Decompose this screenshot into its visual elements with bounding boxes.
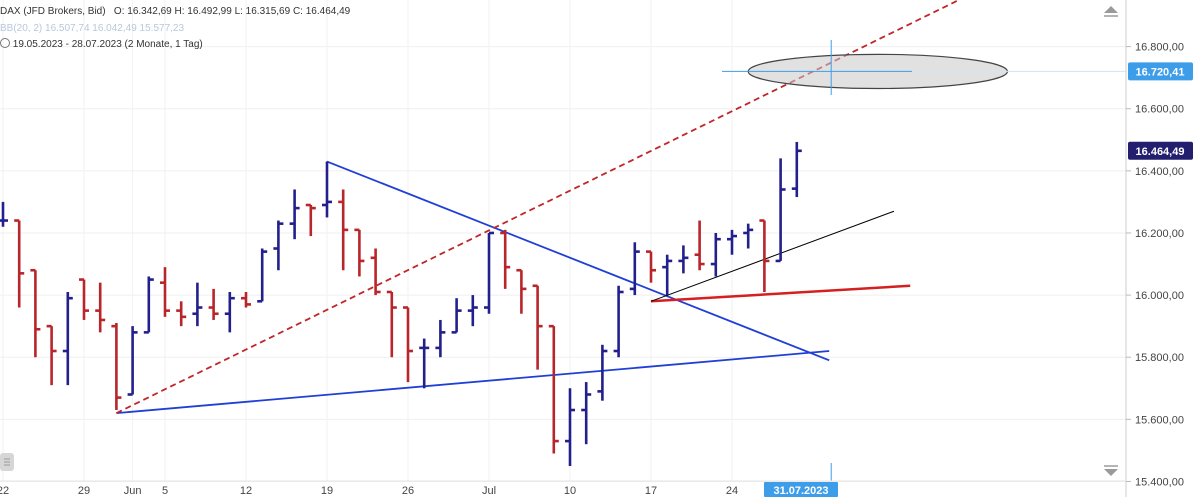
y-axis: 15.400,00 15.600,00 15.800,00 16.000,00 16.2…	[1126, 42, 1184, 488]
ohlc-bar	[257, 248, 268, 303]
ohlc-bar	[95, 282, 106, 333]
ohlc-bar	[0, 201, 8, 227]
y-tick-label: 16.600,00	[1135, 104, 1184, 116]
ohlc-bar	[241, 291, 251, 308]
ohlc-bar	[224, 291, 235, 333]
y-tick-label: 15.800,00	[1135, 352, 1184, 364]
y-tick-label: 15.400,00	[1135, 476, 1184, 488]
clock-icon	[0, 38, 10, 48]
date-tag-text: 31.07.2023	[773, 485, 828, 497]
date-range: 19.05.2023 - 28.07.2023 (2 Monate, 1 Tag…	[0, 38, 203, 52]
y-tick-label: 16.000,00	[1135, 290, 1184, 302]
ohlc-bar	[646, 250, 656, 283]
ohlc-bar	[176, 301, 187, 327]
ohlc-bar	[516, 268, 527, 314]
ohlc-bar	[419, 338, 430, 389]
crosshair-price-text: 16.720,41	[1136, 66, 1185, 78]
ohlc-bar	[743, 223, 754, 249]
x-tick-label: 24	[726, 485, 738, 497]
ohlc-bar	[273, 220, 284, 271]
grid	[0, 0, 1126, 482]
ohlc-bar	[629, 242, 640, 296]
last-price-tag: 16.464,49	[1128, 141, 1193, 160]
symbol-label: DAX (JFD Brokers, Bid)	[0, 6, 106, 17]
ohlc-bar	[192, 282, 203, 327]
ohlc-bar	[727, 229, 737, 255]
ohlc-bar	[370, 248, 381, 296]
crosshair-price-tag: 16.720,41	[1128, 62, 1193, 81]
x-tick-label: 22	[0, 485, 9, 497]
ohlc-bar	[46, 324, 57, 386]
x-tick-label: 10	[564, 485, 576, 497]
triangle-down-icon[interactable]	[1100, 462, 1122, 478]
last-price-text: 16.464,49	[1136, 146, 1185, 158]
ohlc-bar	[710, 232, 721, 277]
ohlc-bar	[208, 288, 219, 320]
ohlc-bar	[759, 219, 770, 292]
ohlc-bar	[678, 245, 689, 274]
ohlc-bar	[662, 254, 673, 296]
ohlc-values: O: 16.342,69 H: 16.492,99 L: 16.315,69 C…	[113, 6, 351, 17]
ohlc-bar	[305, 203, 316, 237]
x-tick-label: 5	[162, 485, 168, 497]
ohlc-bar	[354, 228, 365, 277]
ohlc-bar	[322, 161, 332, 218]
ohlc-bar	[565, 388, 575, 466]
trendline-lower-rising[interactable]	[116, 350, 830, 415]
ohlc-bar	[30, 268, 41, 358]
ohlc-bar	[435, 319, 446, 358]
ohlc-bar	[62, 291, 73, 386]
y-tick-label: 16.800,00	[1135, 42, 1184, 54]
ohlc-bar	[694, 220, 705, 271]
x-tick-label: 17	[645, 485, 657, 497]
ohlc-bars	[0, 141, 802, 466]
ohlc-bar	[14, 219, 25, 308]
ohlc-bar	[79, 278, 89, 320]
x-tick-label: 29	[78, 485, 90, 497]
ohlc-bar	[143, 276, 154, 334]
bollinger-legend: BB(20, 2) 16.507,74 16.042,49 15.577,23	[0, 22, 184, 36]
date-range-text: 19.05.2023 - 28.07.2023 (2 Monate, 1 Tag…	[12, 39, 203, 50]
bb-values: BB(20, 2) 16.507,74 16.042,49 15.577,23	[0, 23, 185, 34]
ohlc-bar	[467, 295, 478, 327]
ohlc-bar	[451, 298, 462, 334]
ohlc-bar	[160, 267, 170, 317]
ohlc-bar	[111, 323, 122, 411]
ohlc-bar	[791, 141, 802, 198]
ohlc-bar	[127, 326, 138, 396]
trendline-upper-falling[interactable]	[326, 160, 830, 362]
crosshair-overlay	[722, 40, 1126, 481]
trendline-red-support[interactable]	[650, 284, 911, 303]
ohlc-bar	[548, 324, 559, 454]
ohlc-bar	[775, 158, 786, 263]
y-tick-label: 15.600,00	[1135, 414, 1184, 426]
ohlc-bar	[597, 344, 608, 401]
ohlc-bar	[338, 189, 349, 271]
triangle-up-icon[interactable]	[1100, 4, 1122, 20]
date-tag: 31.07.2023	[764, 482, 838, 497]
y-tick-label: 16.400,00	[1135, 166, 1184, 178]
x-axis: 22 29 Jun 5 12 19 26 Jul 10 17 24	[0, 485, 738, 497]
ohlc-bar	[581, 382, 592, 445]
ohlc-bar	[484, 231, 494, 314]
ohlc-bar	[386, 290, 397, 358]
chart-header: DAX (JFD Brokers, Bid) O: 16.342,69 H: 1…	[0, 5, 350, 19]
x-tick-label: 12	[240, 485, 252, 497]
ohlc-bar	[500, 229, 511, 289]
ohlc-bar	[613, 285, 624, 358]
ohlc-bar	[403, 306, 413, 383]
x-tick-label: Jun	[124, 485, 142, 497]
y-tick-label: 16.200,00	[1135, 228, 1184, 240]
scroll-handle-icon[interactable]	[0, 453, 14, 471]
ohlc-bar	[532, 284, 543, 370]
x-tick-label: 19	[321, 485, 333, 497]
trendline-black-thin[interactable]	[650, 210, 895, 302]
ohlc-bar	[289, 189, 300, 240]
x-tick-label: 26	[402, 485, 414, 497]
x-tick-label: Jul	[482, 485, 496, 497]
